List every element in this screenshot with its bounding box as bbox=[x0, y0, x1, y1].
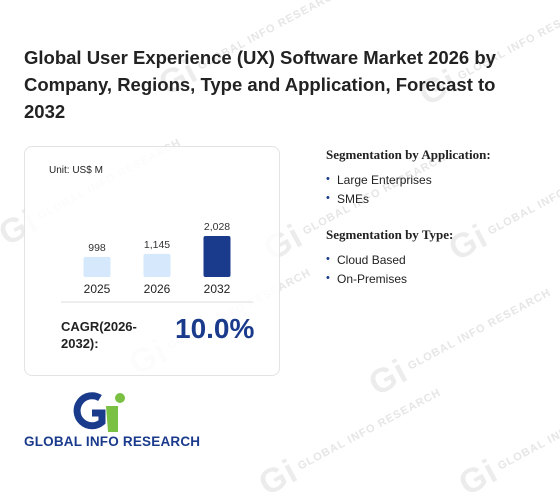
cagr-value: 10.0% bbox=[175, 313, 255, 344]
watermark: GiGLOBAL INFO RESEARCH bbox=[452, 387, 560, 504]
market-chart-card: Unit: US$ M 998 2025 1,145 2026 2,028 2032 CA… bbox=[24, 146, 280, 376]
type-list: Cloud Based On-Premises bbox=[326, 253, 453, 286]
list-item: On-Premises bbox=[326, 272, 453, 286]
value-label: 2,028 bbox=[204, 221, 230, 233]
company-logo: GLOBAL INFO RESEARCH bbox=[22, 392, 200, 452]
segmentation-type-heading: Segmentation by Type: bbox=[326, 227, 454, 242]
list-item: Cloud Based bbox=[326, 253, 453, 267]
logo-text: GLOBAL INFO RESEARCH bbox=[24, 434, 201, 449]
application-list: Large Enterprises SMEs bbox=[326, 173, 491, 206]
watermark: GiGLOBAL INFO RESEARCH bbox=[362, 286, 554, 404]
report-title: Global User Experience (UX) Software Mar… bbox=[24, 47, 496, 122]
category-label: 2026 bbox=[144, 282, 171, 296]
list-item: SMEs bbox=[326, 192, 491, 206]
bar-2032 bbox=[203, 236, 231, 277]
bar-2026 bbox=[143, 253, 171, 277]
cagr-label: CAGR(2026-2032): bbox=[61, 319, 137, 351]
bar-chart: 998 2025 1,145 2026 2,028 2032 bbox=[61, 221, 253, 303]
unit-label: Unit: US$ M bbox=[49, 165, 103, 176]
segmentation-by-application: Segmentation by Application: Large Enter… bbox=[326, 147, 491, 211]
value-label: 1,145 bbox=[144, 239, 170, 251]
value-label: 998 bbox=[88, 242, 106, 254]
bar-2025 bbox=[83, 256, 111, 277]
segmentation-application-heading: Segmentation by Application: bbox=[326, 147, 491, 162]
segmentation-by-type: Segmentation by Type: Cloud Based On-Pre… bbox=[326, 227, 453, 291]
list-item: Large Enterprises bbox=[326, 173, 491, 187]
gi-logo-icon bbox=[73, 392, 125, 432]
category-label: 2032 bbox=[204, 282, 231, 296]
category-label: 2025 bbox=[84, 282, 111, 296]
watermark: GiGLOBAL INFO RESEARCH bbox=[252, 386, 444, 504]
